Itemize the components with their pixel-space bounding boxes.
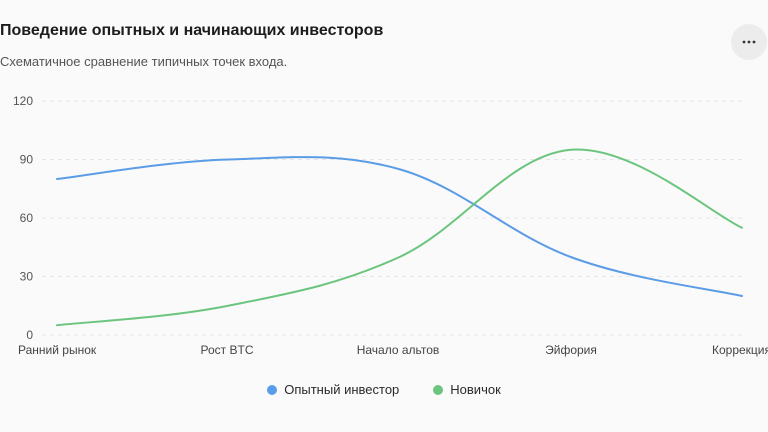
y-tick-label: 120 (13, 94, 33, 108)
chart-title: Поведение опытных и начинающих инвесторо… (0, 22, 384, 39)
line-chart: 0 30 60 90 120 Ранний рынок Рост BTC Начало аль… (13, 94, 768, 357)
x-tick-label: Ранний рынок (18, 343, 97, 357)
y-tick-label: 60 (20, 211, 34, 225)
x-tick-label: Эйфория (545, 343, 597, 357)
legend-label: Опытный инвестор (284, 382, 400, 397)
more-horizontal-icon (742, 40, 756, 44)
more-options-button[interactable] (731, 24, 767, 60)
x-tick-label: Рост BTC (201, 343, 254, 357)
y-tick-label: 90 (20, 153, 34, 167)
legend-swatch (267, 384, 278, 395)
chart-subtitle: Схематичное сравнение типичных точек вхо… (0, 54, 288, 69)
legend-item-2[interactable]: Новичок (433, 382, 501, 397)
y-tick-label: 30 (20, 270, 34, 284)
chart-legend: Опытный инвестор Новичок (0, 382, 768, 397)
x-tick-label: Коррекция (712, 343, 768, 357)
legend-swatch (433, 384, 444, 395)
series-line-2 (56, 148, 743, 327)
series-line-1 (56, 156, 743, 297)
x-tick-label: Начало альтов (357, 343, 440, 357)
legend-label: Новичок (450, 382, 501, 397)
y-tick-label: 0 (26, 328, 33, 342)
legend-item-1[interactable]: Опытный инвестор (267, 382, 399, 397)
